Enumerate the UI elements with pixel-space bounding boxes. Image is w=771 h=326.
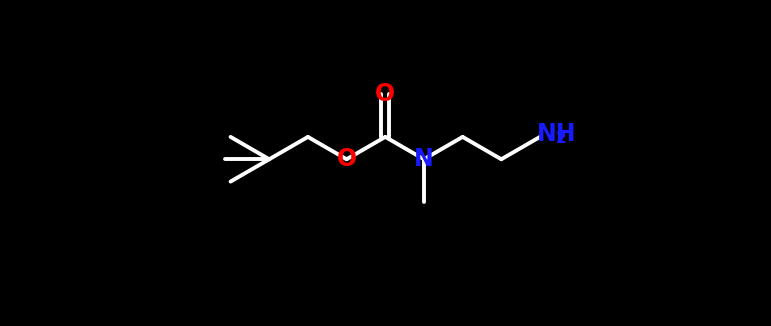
Text: 2: 2 — [556, 131, 567, 146]
Text: O: O — [336, 147, 357, 171]
Text: NH: NH — [537, 122, 577, 146]
Text: O: O — [375, 82, 396, 107]
Text: N: N — [414, 147, 434, 171]
